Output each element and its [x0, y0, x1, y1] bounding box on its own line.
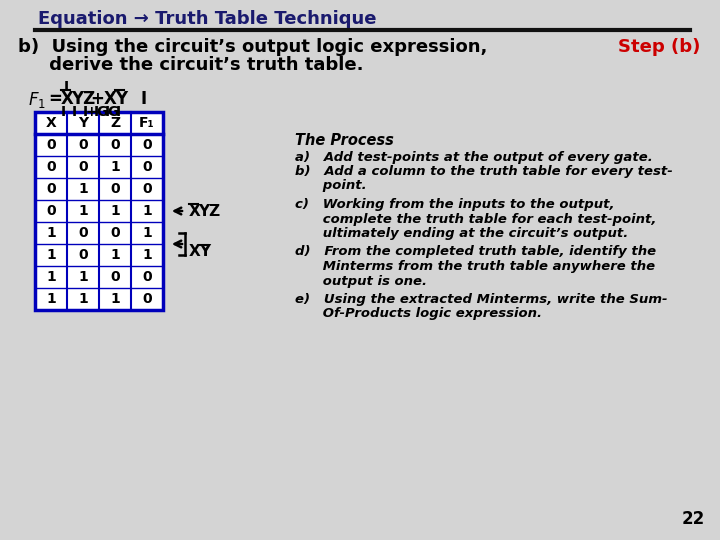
- Text: G: G: [107, 105, 119, 119]
- Text: 1: 1: [78, 204, 88, 218]
- Text: 0: 0: [142, 160, 152, 174]
- Text: I: I: [60, 105, 66, 119]
- Text: 0: 0: [46, 138, 56, 152]
- Text: $F_1$: $F_1$: [28, 90, 46, 110]
- Text: G: G: [96, 105, 108, 119]
- Text: 1: 1: [46, 270, 56, 284]
- Text: 1: 1: [110, 248, 120, 262]
- Text: 0: 0: [78, 248, 88, 262]
- Text: point.: point.: [295, 179, 366, 192]
- Text: 0: 0: [110, 138, 120, 152]
- Text: 0: 0: [110, 226, 120, 240]
- Text: 0: 0: [78, 138, 88, 152]
- Text: I: I: [94, 105, 99, 119]
- Text: I: I: [82, 105, 88, 119]
- Text: 1: 1: [142, 204, 152, 218]
- Text: 1: 1: [78, 292, 88, 306]
- Text: X: X: [189, 204, 201, 219]
- Text: 1: 1: [78, 270, 88, 284]
- Text: e)   Using the extracted Minterms, write the Sum-: e) Using the extracted Minterms, write t…: [295, 293, 667, 306]
- Text: I: I: [104, 105, 109, 119]
- Text: b)   Add a column to the truth table for every test-: b) Add a column to the truth table for e…: [295, 165, 672, 178]
- Text: 1: 1: [142, 226, 152, 240]
- Text: 1: 1: [110, 204, 120, 218]
- Text: complete the truth table for each test-point,: complete the truth table for each test-p…: [295, 213, 657, 226]
- Text: Equation → Truth Table Technique: Equation → Truth Table Technique: [38, 10, 377, 28]
- Text: X: X: [45, 116, 56, 130]
- Text: 0: 0: [110, 270, 120, 284]
- Bar: [35, 112, 163, 310]
- Text: I: I: [71, 105, 76, 119]
- Text: 0: 0: [142, 138, 152, 152]
- Text: The Process: The Process: [295, 133, 394, 148]
- Text: =: =: [48, 90, 62, 108]
- Text: I: I: [63, 80, 68, 94]
- Text: 1: 1: [46, 226, 56, 240]
- Text: I: I: [140, 90, 146, 108]
- Text: ultimately ending at the circuit’s output.: ultimately ending at the circuit’s outpu…: [295, 227, 629, 240]
- Text: X: X: [104, 90, 117, 108]
- Text: Y: Y: [199, 245, 210, 260]
- Text: 1: 1: [142, 248, 152, 262]
- Text: Y: Y: [115, 90, 127, 108]
- Text: 1: 1: [78, 182, 88, 196]
- Text: 0: 0: [78, 160, 88, 174]
- Text: b)  Using the circuit’s output logic expression,: b) Using the circuit’s output logic expr…: [18, 38, 487, 56]
- Text: 0: 0: [142, 182, 152, 196]
- Text: 1: 1: [110, 160, 120, 174]
- Text: 0: 0: [142, 270, 152, 284]
- Text: 1: 1: [110, 292, 120, 306]
- Text: Of-Products logic expression.: Of-Products logic expression.: [295, 307, 542, 321]
- Text: output is one.: output is one.: [295, 274, 427, 287]
- Text: +: +: [90, 90, 104, 108]
- Text: 22: 22: [682, 510, 705, 528]
- Text: d)   From the completed truth table, identify the: d) From the completed truth table, ident…: [295, 246, 656, 259]
- Text: X: X: [189, 245, 201, 260]
- Text: F₁: F₁: [139, 116, 155, 130]
- Text: c)   Working from the inputs to the output,: c) Working from the inputs to the output…: [295, 198, 614, 211]
- Text: Step (b): Step (b): [618, 38, 700, 56]
- Text: 0: 0: [110, 182, 120, 196]
- Text: YZ: YZ: [71, 90, 95, 108]
- Text: derive the circuit’s truth table.: derive the circuit’s truth table.: [18, 56, 364, 74]
- Text: Y: Y: [78, 116, 88, 130]
- Text: 0: 0: [46, 204, 56, 218]
- Text: Z: Z: [110, 116, 120, 130]
- Text: YZ: YZ: [198, 204, 220, 219]
- Text: Minterms from the truth table anywhere the: Minterms from the truth table anywhere t…: [295, 260, 655, 273]
- Text: X: X: [61, 90, 74, 108]
- Text: 0: 0: [46, 182, 56, 196]
- Text: I: I: [115, 105, 120, 119]
- Text: +: +: [85, 105, 96, 119]
- Text: 1: 1: [46, 248, 56, 262]
- Text: 0: 0: [78, 226, 88, 240]
- Text: 0: 0: [46, 160, 56, 174]
- Text: a)   Add test-points at the output of every gate.: a) Add test-points at the output of ever…: [295, 151, 653, 164]
- Text: 0: 0: [142, 292, 152, 306]
- Text: 1: 1: [46, 292, 56, 306]
